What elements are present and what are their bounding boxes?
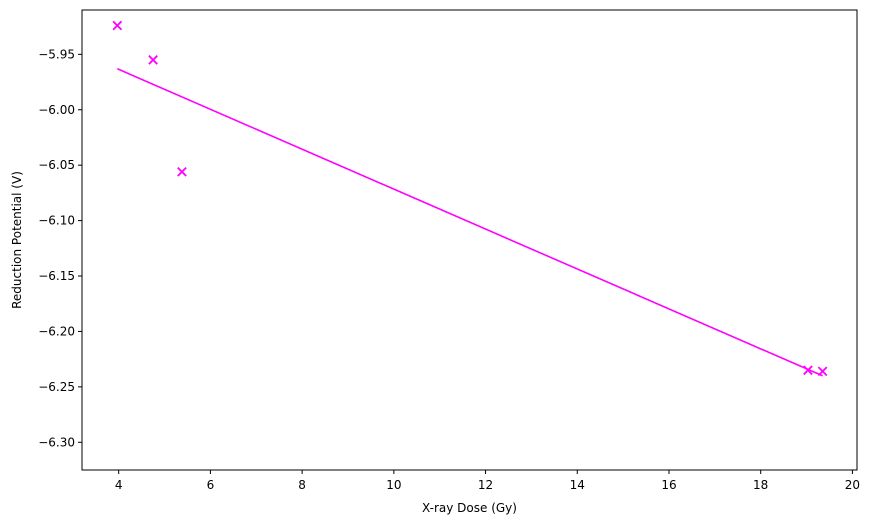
y-tick-label: −5.95 [38, 47, 75, 61]
y-tick-label: −6.30 [38, 435, 75, 449]
x-axis-label: X-ray Dose (Gy) [422, 501, 517, 515]
y-tick-label: −6.05 [38, 158, 75, 172]
x-tick-label: 16 [661, 478, 676, 492]
data-point [148, 55, 158, 65]
y-tick-label: −6.10 [38, 214, 75, 228]
data-point [177, 166, 187, 177]
y-axis-label: Reduction Potential (V) [10, 171, 24, 309]
x-tick-label: 8 [298, 478, 306, 492]
x-tick-label: 14 [570, 478, 585, 492]
x-tick-label: 12 [478, 478, 493, 492]
plot-frame [81, 9, 858, 471]
points-layer [112, 20, 828, 377]
x-tick-label: 6 [207, 478, 215, 492]
x-tick-label: 4 [115, 478, 123, 492]
x-tick-label: 20 [845, 478, 860, 492]
data-point [112, 20, 123, 31]
y-tick-label: −6.25 [38, 380, 75, 394]
y-tick-label: −6.00 [38, 103, 75, 117]
y-axis-ticks: −5.95 −6.00 −6.05 −6.10 −6.15 −6.20 −6.25 −6.30 [38, 47, 82, 449]
y-tick-label: −6.20 [38, 324, 75, 338]
x-axis-ticks: 4 6 8 10 12 14 16 18 20 [115, 470, 860, 492]
data-point [803, 365, 813, 376]
data-point [817, 366, 828, 377]
fit-line-layer [116, 68, 823, 377]
y-tick-label: −6.15 [38, 269, 75, 283]
fit-line [116, 68, 823, 377]
x-tick-label: 10 [386, 478, 401, 492]
x-tick-label: 18 [753, 478, 768, 492]
